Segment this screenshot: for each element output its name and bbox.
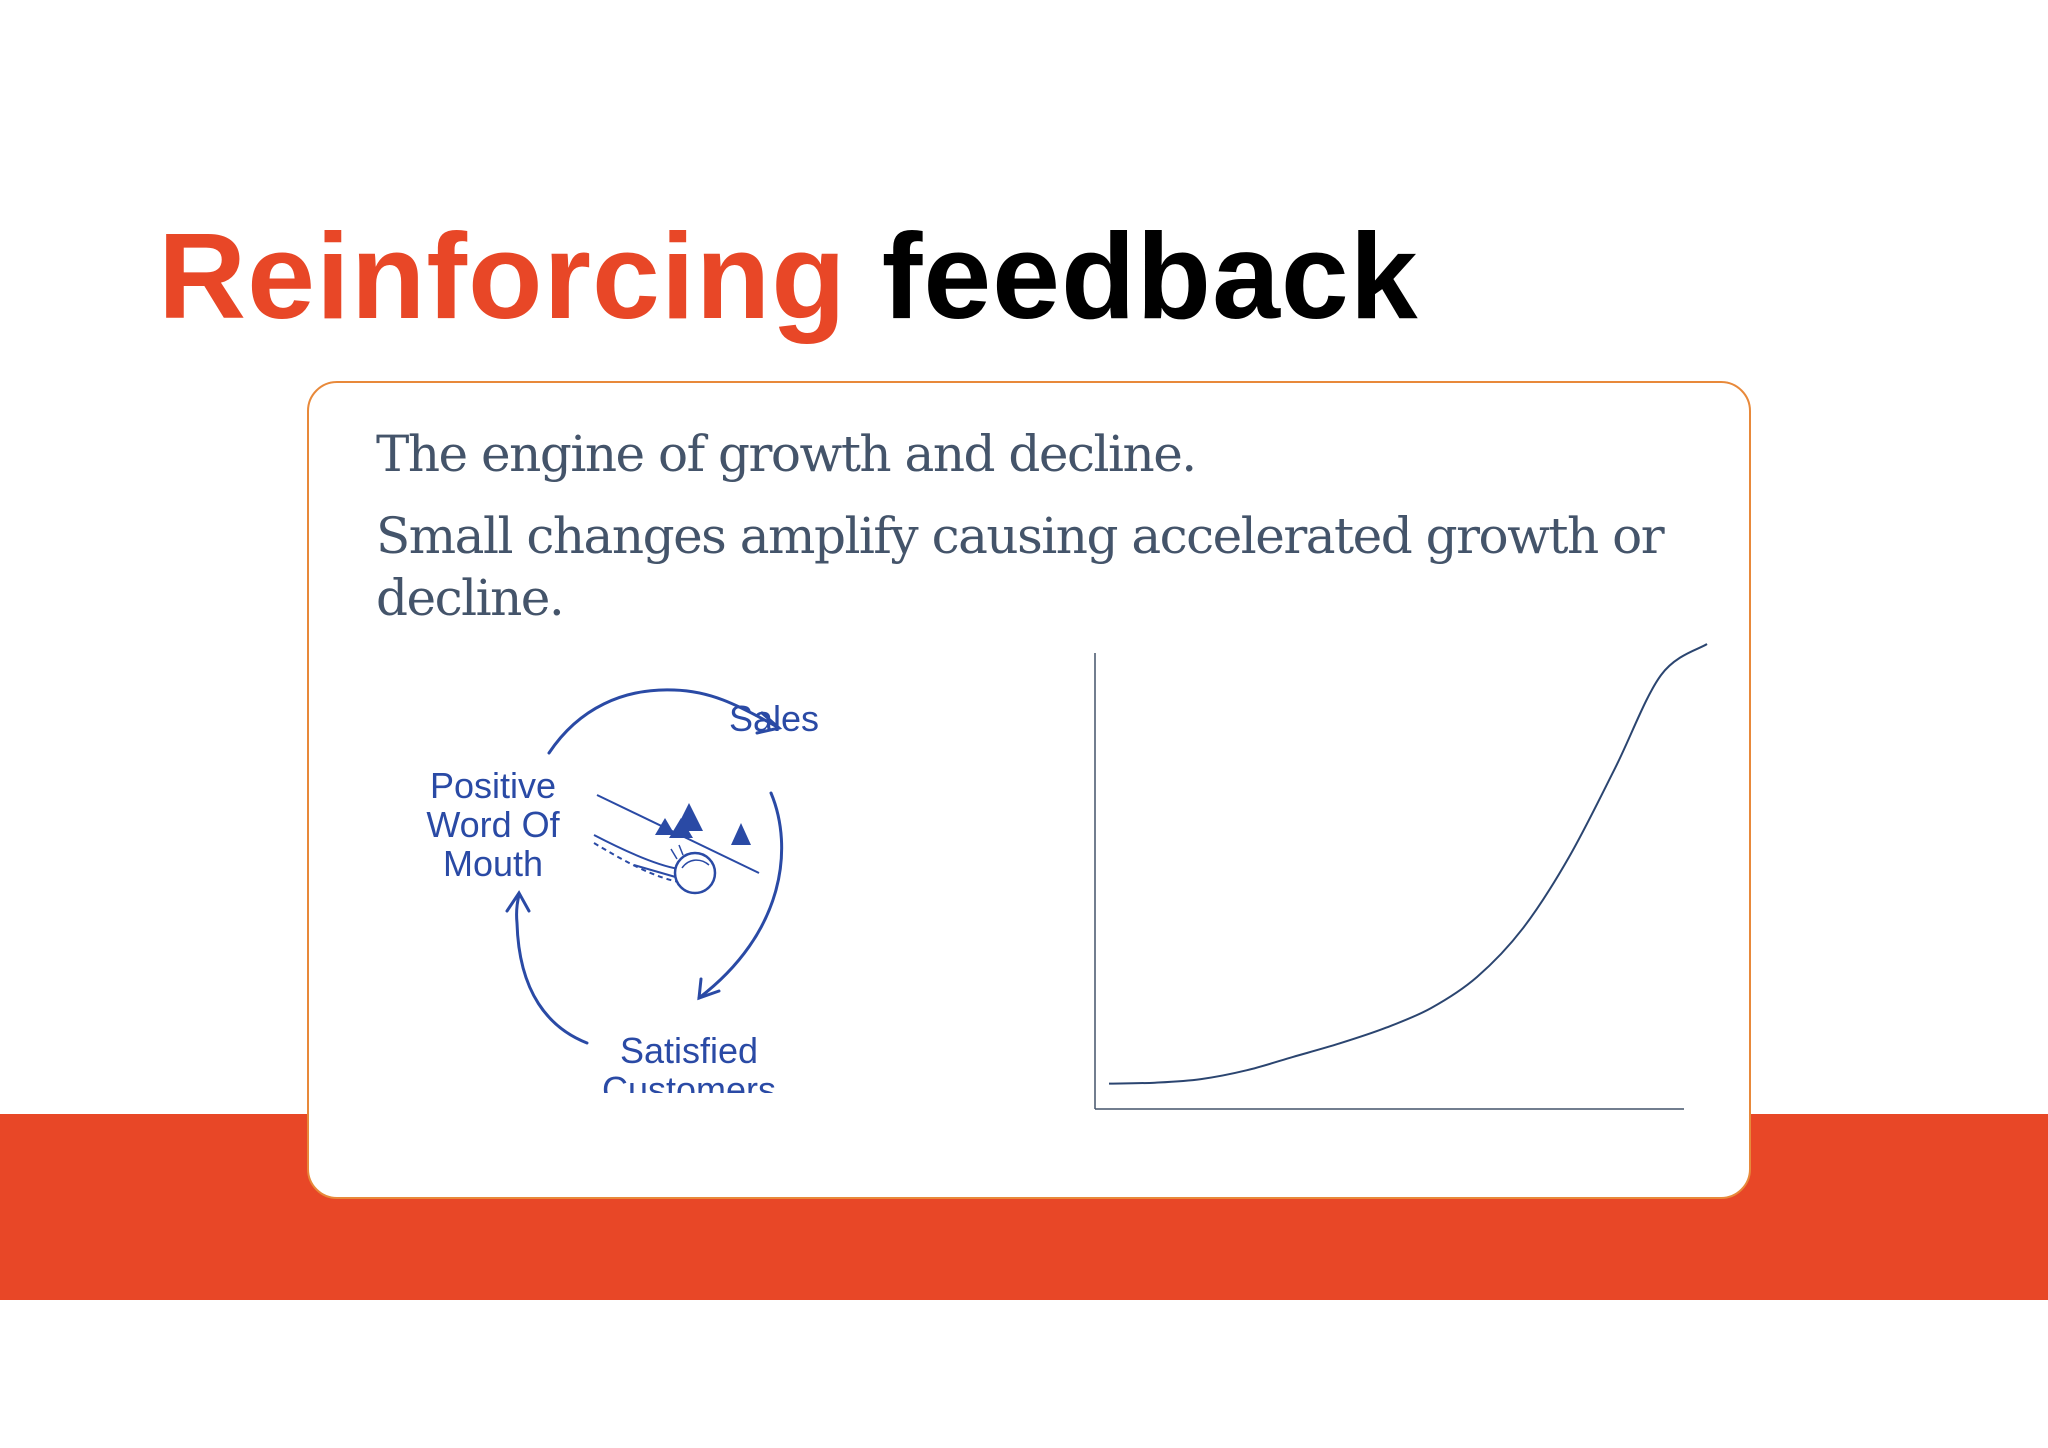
body-line-1: The engine of growth and decline. (376, 425, 1197, 483)
slide-title: Reinforcing feedback (158, 215, 1419, 337)
title-highlight: Reinforcing (158, 208, 847, 344)
loop-arrow-top (547, 688, 781, 755)
label-satisfied-line-1: Satisfied (620, 1030, 758, 1071)
growth-curve-chart (1094, 643, 1708, 1110)
title-rest: feedback (881, 208, 1419, 344)
snowball-rolling-downhill-icon (593, 794, 760, 895)
reinforcing-loop-diagram: Sales Positive Word Of Mouth Satisfied C… (426, 688, 819, 1093)
label-satisfied-line-2: Customers (602, 1069, 776, 1093)
label-word-line-1: Positive (430, 765, 556, 806)
loop-arrowhead-right (697, 977, 721, 1001)
loop-arrowhead-left (505, 890, 531, 913)
loop-arrow-left (515, 893, 589, 1045)
growth-curve-line (1108, 643, 1708, 1085)
content-card: The engine of growth and decline. Small … (307, 381, 1751, 1199)
body-line-2: Small changes amplify causing accelerate… (376, 507, 1665, 627)
label-word-line-2: Word Of (426, 804, 560, 845)
loop-arrowhead-top (755, 711, 783, 735)
label-sales: Sales (729, 698, 819, 739)
label-word-line-3: Mouth (443, 843, 543, 884)
loop-arrow-right (697, 791, 784, 1000)
